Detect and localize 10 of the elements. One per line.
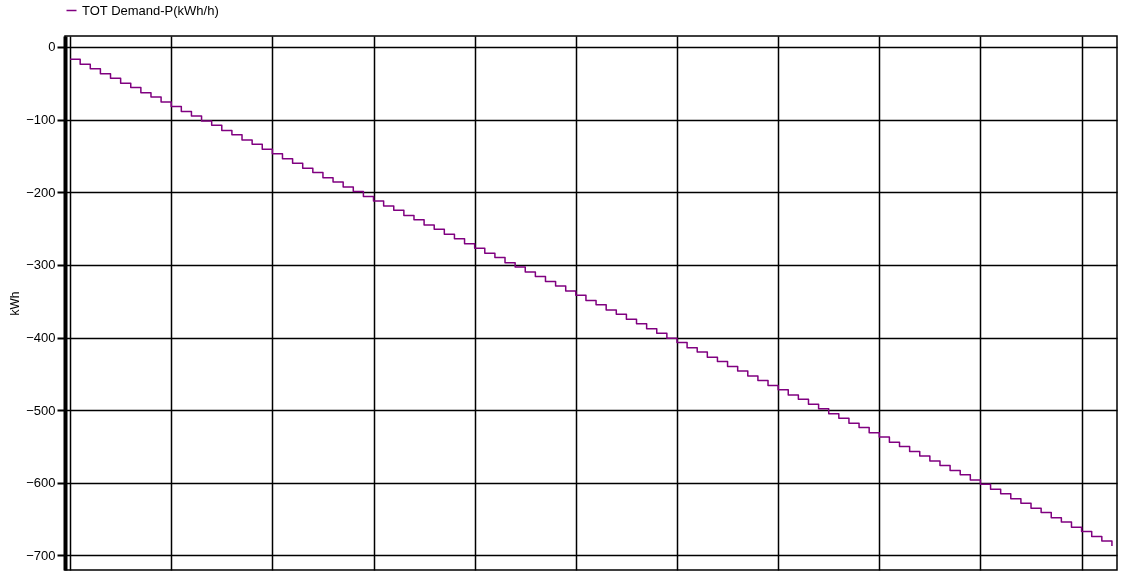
y-tick-label: −300: [26, 257, 56, 273]
y-tick-label: 0: [48, 39, 56, 55]
y-tick-label: −500: [26, 402, 56, 418]
y-axis-title: kWh: [8, 291, 23, 316]
legend-label: TOT Demand-P(kWh/h): [82, 2, 219, 18]
y-tick-label: −200: [26, 184, 56, 200]
y-tick-label: −400: [26, 330, 56, 346]
y-tick-label: −600: [26, 475, 56, 491]
y-tick-label: −100: [26, 112, 56, 128]
y-tick-label: −700: [26, 547, 56, 563]
